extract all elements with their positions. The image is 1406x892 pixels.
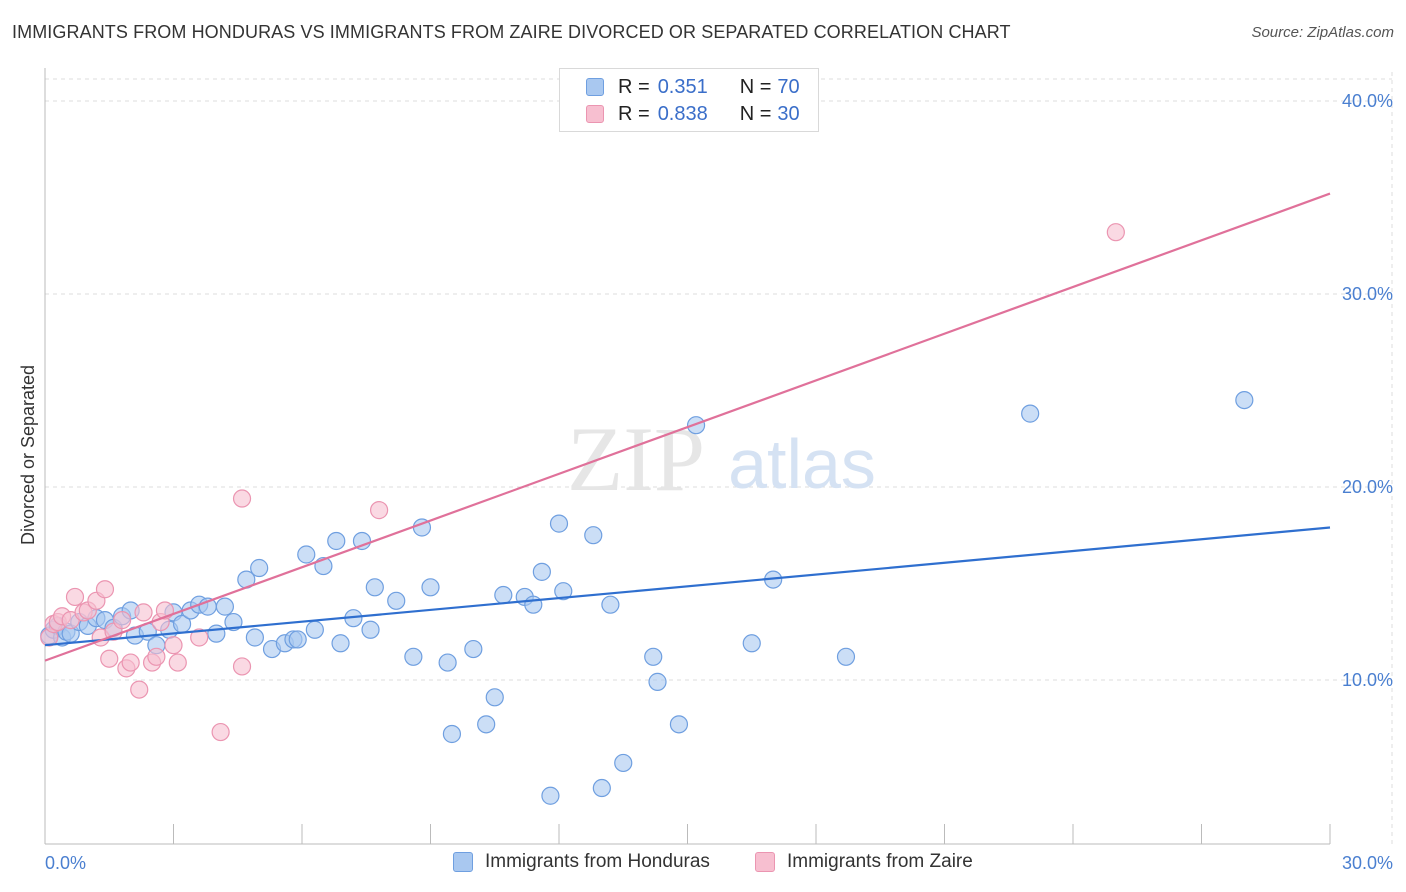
chart-title: IMMIGRANTS FROM HONDURAS VS IMMIGRANTS F… [12, 22, 1011, 42]
grid-layer [45, 72, 1393, 844]
honduras-point [305, 620, 324, 639]
honduras-point [541, 786, 560, 805]
zaire-point [147, 647, 166, 666]
honduras-point [387, 591, 406, 610]
honduras-point [207, 624, 226, 643]
honduras-point [224, 612, 243, 632]
honduras-point [464, 639, 483, 659]
honduras-point [288, 630, 307, 649]
honduras-point [442, 724, 462, 744]
legend-n-label: N = [739, 75, 772, 98]
honduras-point [554, 582, 573, 601]
honduras-point [365, 578, 384, 597]
zaire-swatch [755, 852, 775, 872]
honduras-point [327, 531, 346, 551]
honduras-point [250, 558, 269, 578]
honduras-trendline [44, 526, 1331, 647]
honduras-point [669, 715, 689, 734]
zaire-point [65, 587, 85, 607]
honduras-point [421, 578, 440, 597]
legend-n-label: N = [739, 102, 772, 125]
honduras-point [438, 653, 457, 672]
honduras-point [648, 672, 667, 691]
legend-r-value: 0.351 [657, 75, 708, 98]
honduras-point [1021, 404, 1040, 423]
zaire-point [121, 653, 140, 672]
honduras-point [592, 778, 611, 798]
x-tick-label: 30.0% [1342, 853, 1393, 873]
legend-r-value: 0.838 [657, 102, 708, 125]
honduras-point [549, 514, 569, 533]
watermark-atlas: atlas [728, 425, 876, 503]
zaire-point [134, 603, 153, 622]
honduras-point [361, 620, 380, 639]
zaire-point [168, 653, 187, 672]
honduras-point [245, 628, 264, 647]
y-tick-label: 10.0% [1342, 670, 1393, 690]
zaire-point [232, 657, 252, 676]
honduras-point [584, 526, 603, 545]
y-tick-label: 40.0% [1342, 91, 1393, 111]
honduras-swatch [453, 852, 473, 872]
honduras-point [404, 647, 423, 666]
legend-n-value: 30 [777, 102, 800, 125]
zaire-swatch [586, 105, 604, 123]
honduras-point [532, 562, 551, 581]
bottom-legend-honduras: Immigrants from Honduras [453, 851, 710, 873]
x-tick-label: 0.0% [45, 853, 86, 873]
chart-source: Source: ZipAtlas.com [1251, 24, 1394, 41]
honduras-point [215, 597, 234, 616]
zaire-point [211, 722, 230, 742]
legend-label-zaire: Immigrants from Zaire [787, 851, 973, 872]
axis-layer: 10.0% 20.0% 30.0% 40.0% 0.0% 30.0% [44, 68, 1393, 873]
zaire-point [100, 649, 119, 668]
trend-layer [44, 192, 1331, 662]
honduras-point [644, 647, 663, 666]
points-layer [40, 223, 1254, 805]
zaire-point [1106, 223, 1125, 242]
honduras-point [836, 647, 856, 666]
zaire-point [95, 580, 115, 599]
zaire-point [164, 636, 183, 655]
y-tick-label: 20.0% [1342, 477, 1393, 497]
zaire-point [112, 611, 132, 630]
y-tick-label: 30.0% [1342, 284, 1393, 304]
legend-row-honduras: R = 0.351 N = 70 [586, 75, 800, 99]
bottom-legend-zaire: Immigrants from Zaire [755, 851, 973, 873]
legend-row-zaire: R = 0.838 N = 30 [586, 102, 800, 126]
watermark-zip: ZIP [567, 408, 705, 510]
legend-r-label: R = [618, 75, 650, 98]
honduras-point [1235, 391, 1254, 410]
honduras-point [331, 634, 350, 653]
legend-label-honduras: Immigrants from Honduras [485, 851, 710, 872]
legend-r-label: R = [618, 102, 650, 125]
zaire-point [130, 680, 149, 699]
honduras-point [485, 688, 504, 707]
honduras-point [742, 634, 761, 653]
honduras-swatch [586, 78, 604, 96]
honduras-point [601, 595, 620, 614]
legend-n-value: 70 [777, 75, 800, 98]
zaire-point [232, 489, 252, 508]
honduras-point [297, 545, 316, 564]
y-axis-title: Divorced or Separated [18, 365, 38, 545]
honduras-point [614, 753, 633, 773]
honduras-point [477, 715, 496, 734]
honduras-point [686, 416, 706, 435]
zaire-point [370, 501, 389, 520]
stats-legend: R = 0.351 N = 70 R = 0.838 N = 30 [559, 68, 819, 132]
honduras-point [524, 595, 543, 614]
watermark: ZIP atlas [567, 408, 876, 510]
zaire-trendline [44, 192, 1331, 662]
honduras-point [352, 531, 372, 551]
zaire-point [190, 628, 209, 647]
honduras-point [494, 585, 513, 605]
